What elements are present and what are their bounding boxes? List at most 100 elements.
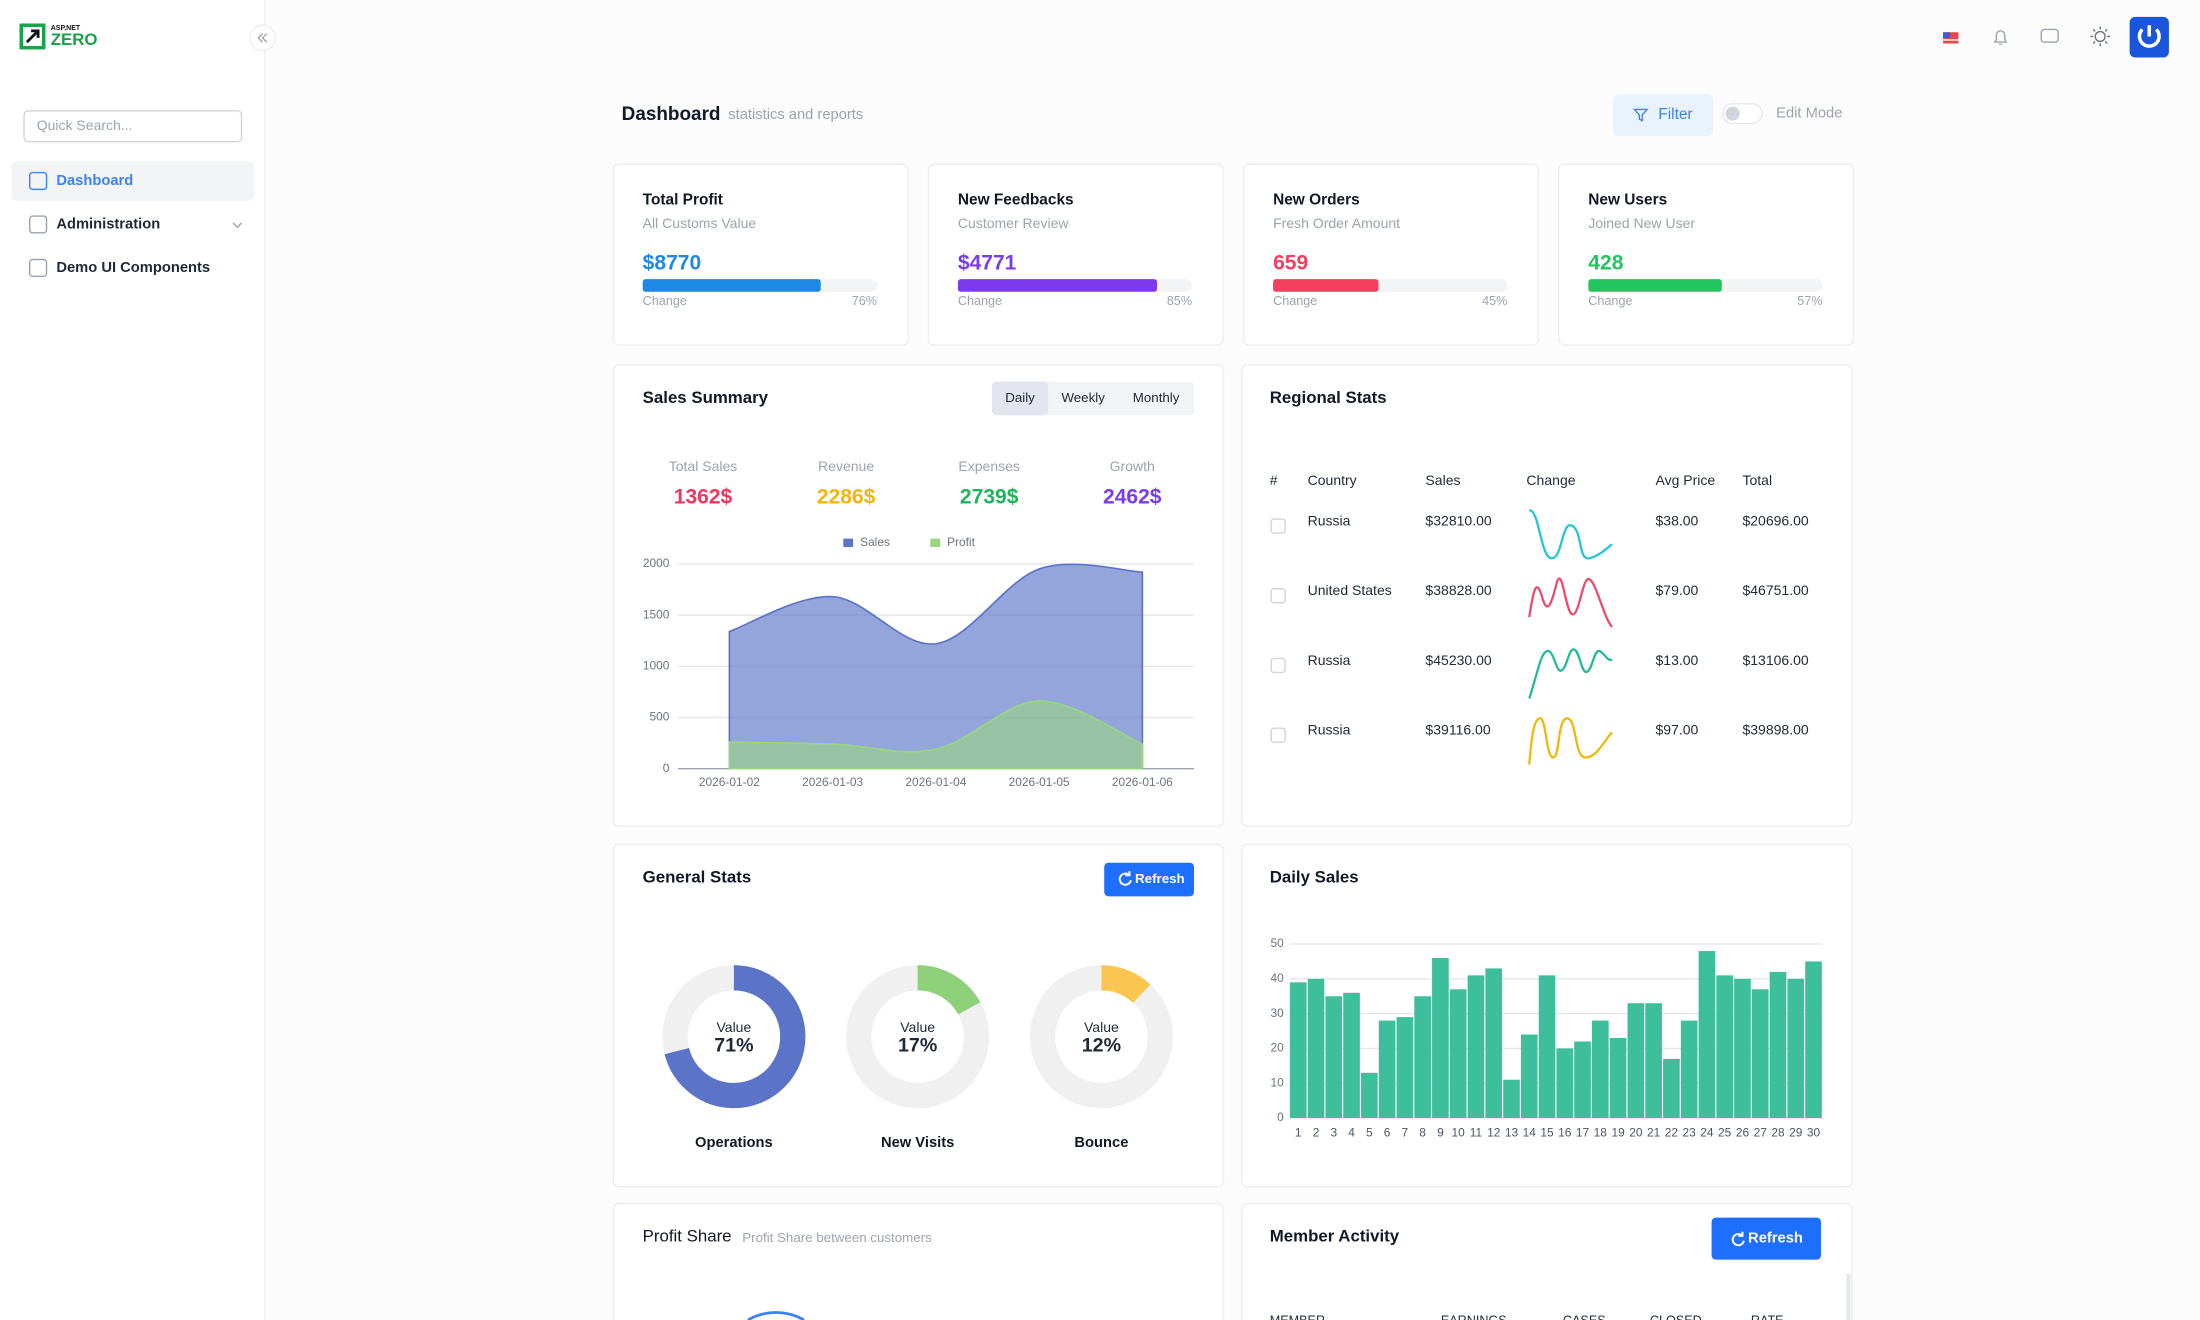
x-tick-label: 9 bbox=[1437, 1126, 1444, 1140]
bar bbox=[1734, 978, 1751, 1119]
table-header: EARNINGS bbox=[1441, 1314, 1507, 1320]
table-cell: United States bbox=[1308, 582, 1392, 598]
stat-card bbox=[612, 163, 909, 346]
stat-card bbox=[1242, 163, 1539, 346]
card-subtitle: Profit Share between customers bbox=[742, 1230, 932, 1245]
menu-item[interactable]: Demo UI Components bbox=[56, 260, 210, 276]
y-tick-label: 1000 bbox=[643, 658, 670, 672]
bar bbox=[1698, 951, 1716, 1119]
x-tick-label: 15 bbox=[1540, 1126, 1554, 1140]
table-cell: $13106.00 bbox=[1742, 652, 1808, 668]
stat-change-label: Change bbox=[1588, 294, 1632, 308]
filter-button[interactable] bbox=[1613, 93, 1714, 137]
x-tick-label: 24 bbox=[1700, 1126, 1714, 1140]
y-tick-label: 1500 bbox=[643, 607, 670, 621]
refresh-icon bbox=[1118, 871, 1132, 886]
bar bbox=[1716, 975, 1734, 1119]
table-cell: $20696.00 bbox=[1742, 513, 1808, 529]
bar bbox=[1343, 992, 1360, 1119]
notification-icon[interactable] bbox=[1993, 30, 2008, 45]
stat-card bbox=[1558, 163, 1855, 346]
sparkline bbox=[1528, 509, 1613, 560]
card-title: Daily Sales bbox=[1270, 868, 1359, 887]
tab[interactable]: Weekly bbox=[1061, 390, 1105, 405]
stat-subtitle: Customer Review bbox=[958, 215, 1069, 231]
x-tick-label: 23 bbox=[1683, 1126, 1697, 1140]
table-cell: Russia bbox=[1308, 513, 1351, 529]
language-flag[interactable] bbox=[1943, 32, 1959, 44]
bar bbox=[1591, 1020, 1609, 1119]
refresh-label: Refresh bbox=[1135, 871, 1185, 886]
menu-item[interactable]: Dashboard bbox=[56, 173, 133, 189]
refresh-button[interactable] bbox=[1711, 1217, 1822, 1260]
x-tick-label: 10 bbox=[1452, 1126, 1466, 1140]
bar bbox=[1663, 1058, 1680, 1119]
menu-chevron bbox=[232, 222, 243, 229]
stat-subtitle: All Customs Value bbox=[643, 215, 757, 231]
x-tick-label: 2 bbox=[1313, 1126, 1320, 1140]
bar bbox=[1485, 968, 1503, 1119]
x-tick-label: 17 bbox=[1576, 1126, 1590, 1140]
logo-icon bbox=[19, 23, 46, 50]
card-title: General Stats bbox=[643, 868, 751, 887]
menu-item[interactable]: Administration bbox=[56, 216, 160, 232]
stat-value: 428 bbox=[1588, 251, 1623, 274]
x-tick-label: 16 bbox=[1558, 1126, 1572, 1140]
bar bbox=[1414, 996, 1431, 1119]
bar bbox=[1609, 1037, 1627, 1119]
stat-title: New Feedbacks bbox=[958, 192, 1074, 209]
y-tick-label: 30 bbox=[1271, 1006, 1285, 1020]
table-cell: Russia bbox=[1308, 722, 1351, 738]
x-tick-label: 5 bbox=[1366, 1126, 1373, 1140]
theme-icon[interactable] bbox=[2090, 26, 2110, 47]
y-tick-label: 2000 bbox=[643, 556, 670, 570]
stat-progress-label: 45% bbox=[1482, 294, 1507, 308]
row-checkbox[interactable] bbox=[1270, 727, 1286, 743]
sparkline bbox=[1528, 717, 1613, 765]
donut-category: New Visits bbox=[881, 1135, 954, 1151]
donut-center-label: Value bbox=[900, 1019, 935, 1035]
bar bbox=[1574, 1041, 1591, 1119]
x-tick-label: 30 bbox=[1807, 1126, 1821, 1140]
x-tick-label: 2026-01-04 bbox=[905, 775, 966, 789]
card-title: Regional Stats bbox=[1270, 388, 1387, 407]
refresh-icon bbox=[1731, 1231, 1745, 1247]
user-power-button[interactable] bbox=[2129, 16, 2169, 58]
stat-progress-label: 76% bbox=[852, 294, 877, 308]
stat-title: New Orders bbox=[1273, 192, 1360, 209]
edit-mode-label: Edit Mode bbox=[1776, 106, 1842, 122]
stat-progress-label: 57% bbox=[1797, 294, 1822, 308]
stat-value: 659 bbox=[1273, 251, 1308, 274]
x-tick-label: 3 bbox=[1330, 1126, 1337, 1140]
y-tick-label: 0 bbox=[663, 761, 670, 775]
area bbox=[728, 700, 1144, 770]
x-tick-label: 2026-01-06 bbox=[1112, 775, 1173, 789]
bar bbox=[1361, 1072, 1378, 1119]
tab[interactable]: Daily bbox=[1005, 390, 1035, 405]
table-header: Avg Price bbox=[1655, 472, 1715, 488]
x-tick-label: 29 bbox=[1789, 1126, 1803, 1140]
x-tick-label: 26 bbox=[1736, 1126, 1750, 1140]
search-input[interactable] bbox=[23, 110, 243, 143]
stat-title: Total Profit bbox=[643, 192, 723, 209]
donut-category: Operations bbox=[695, 1135, 773, 1151]
collapse-icon bbox=[257, 33, 268, 43]
table-cell: $45230.00 bbox=[1425, 652, 1491, 668]
row-checkbox[interactable] bbox=[1270, 588, 1286, 604]
row-checkbox[interactable] bbox=[1270, 518, 1286, 534]
donut-segment bbox=[846, 965, 990, 1109]
table-header: # bbox=[1270, 472, 1278, 488]
table-header: Total bbox=[1742, 472, 1772, 488]
refresh-button[interactable] bbox=[1104, 862, 1194, 897]
chat-icon[interactable] bbox=[2040, 28, 2059, 43]
x-tick-label: 4 bbox=[1348, 1126, 1355, 1140]
row-checkbox[interactable] bbox=[1270, 657, 1286, 674]
stat-progress-label: 85% bbox=[1167, 294, 1192, 308]
profit-share-card bbox=[612, 1202, 1225, 1320]
x-tick-label: 13 bbox=[1505, 1126, 1519, 1140]
progress-bar bbox=[1273, 279, 1379, 292]
x-tick-label: 2026-01-03 bbox=[802, 775, 863, 789]
table-header: Sales bbox=[1425, 472, 1460, 488]
bar bbox=[1378, 1020, 1396, 1119]
tab[interactable]: Monthly bbox=[1133, 390, 1180, 405]
